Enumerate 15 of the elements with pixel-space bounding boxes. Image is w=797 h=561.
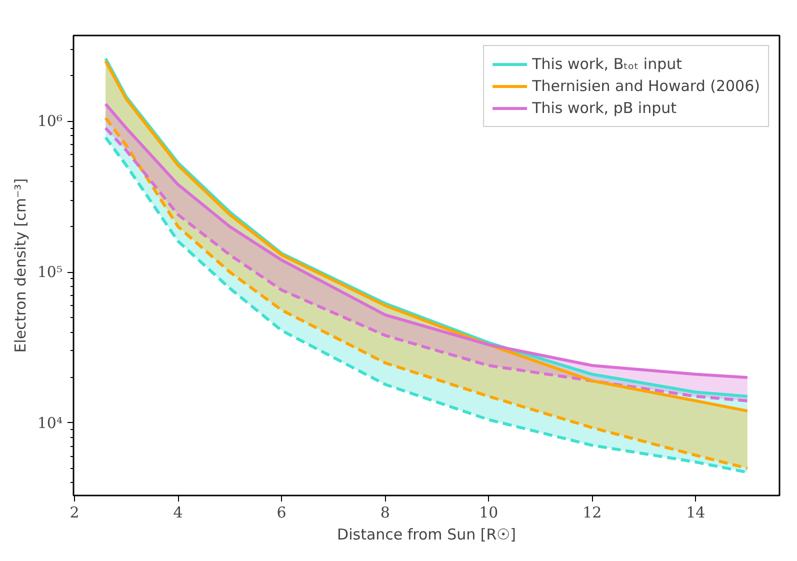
y-tick-label: 10⁵ — [37, 263, 63, 282]
x-tick-label: 6 — [276, 504, 286, 522]
legend-label: This work, Bₜₒₜ input — [532, 55, 682, 73]
x-tick-label: 2 — [70, 504, 80, 522]
x-tick-label: 10 — [479, 504, 498, 522]
y-tick-label: 10⁴ — [37, 414, 63, 432]
legend-label: This work, pB input — [532, 99, 676, 117]
x-tick-label: 14 — [686, 504, 706, 522]
y-axis-title: Electron density [cm⁻³] — [11, 178, 30, 353]
x-axis-title: Distance from Sun [R☉] — [337, 526, 516, 544]
legend-label: Thernisien and Howard (2006) — [532, 77, 760, 95]
x-tick-label: 4 — [173, 504, 183, 522]
x-tick-label: 8 — [380, 504, 390, 522]
y-tick-label: 10⁶ — [37, 112, 63, 130]
x-tick-label: 12 — [582, 504, 602, 522]
